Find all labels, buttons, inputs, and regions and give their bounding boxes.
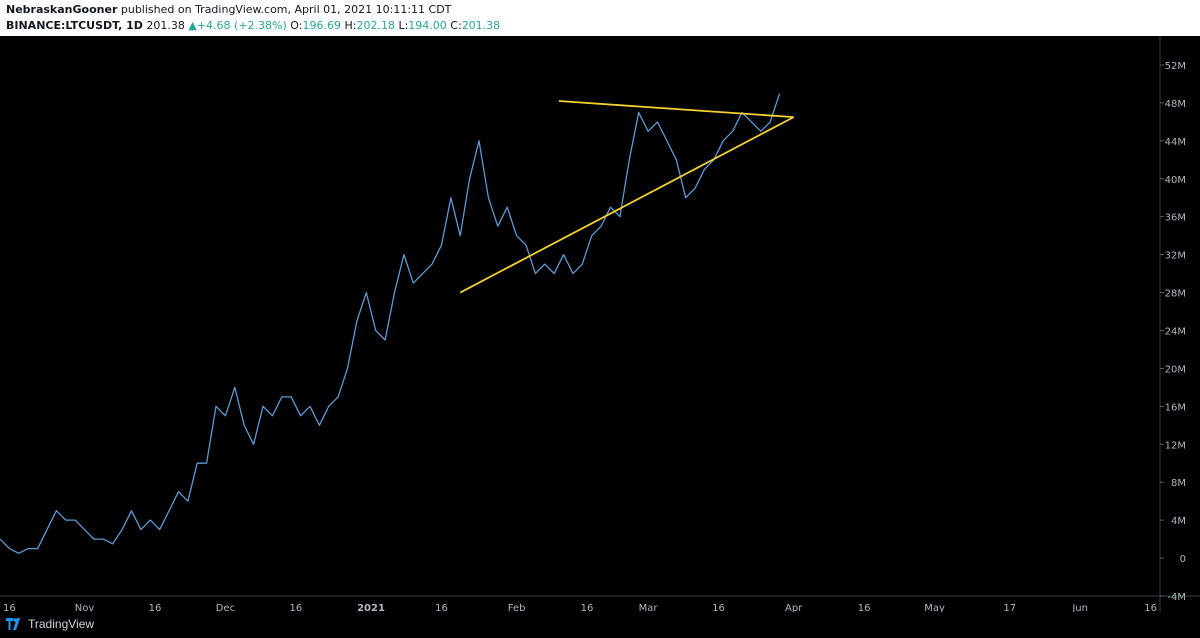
- last-price: 201.38: [146, 19, 185, 32]
- high-label: H:: [344, 19, 357, 32]
- x-tick-label: Jun: [1071, 603, 1088, 612]
- y-tick-label: 44M: [1165, 137, 1186, 148]
- low-label: L:: [398, 19, 409, 32]
- y-tick-label: 16M: [1165, 402, 1186, 413]
- y-tick-label: 48M: [1165, 99, 1186, 110]
- publish-info: NebraskanGooner published on TradingView…: [6, 3, 451, 16]
- y-tick-label: 40M: [1165, 175, 1186, 186]
- y-tick-label: 32M: [1165, 251, 1186, 262]
- close-label: C:: [450, 19, 462, 32]
- close-value: 201.38: [461, 19, 501, 32]
- trendline-1: [558, 100, 794, 119]
- trendline-0: [459, 116, 795, 294]
- y-tick-label: 28M: [1165, 289, 1186, 300]
- x-tick-label: 2021: [357, 603, 385, 612]
- y-tick-label: 8M: [1171, 478, 1186, 489]
- low-value: 194.00: [408, 19, 447, 32]
- change-up-icon: ▲: [188, 19, 197, 32]
- y-tick-label: 24M: [1165, 326, 1186, 337]
- price-change: +4.68 (+2.38%): [196, 19, 287, 32]
- x-tick-label: 16: [858, 603, 871, 612]
- published-text: published on TradingView.com, April 01, …: [120, 3, 452, 16]
- tradingview-logo-icon: [6, 618, 20, 630]
- x-tick-label: 16: [1144, 603, 1157, 612]
- brand-label: TradingView: [28, 617, 95, 631]
- x-tick-label: 16: [435, 603, 448, 612]
- x-tick-label: Dec: [216, 603, 235, 612]
- x-tick-label: May: [924, 603, 945, 612]
- x-tick-label: Nov: [75, 603, 95, 612]
- ohlc-legend: BINANCE:LTCUSDT, 1D 201.38 ▲+4.68 (+2.38…: [6, 19, 500, 32]
- high-value: 202.18: [356, 19, 395, 32]
- x-tick-label: Apr: [785, 603, 803, 612]
- x-tick-label: Mar: [639, 603, 659, 612]
- open-value: 196.69: [302, 19, 341, 32]
- y-tick-label: 20M: [1165, 364, 1186, 375]
- chart-footer: TradingView: [0, 612, 1200, 638]
- chart-header: NebraskanGooner published on TradingView…: [0, 0, 1200, 36]
- symbol-label[interactable]: BINANCE:LTCUSDT, 1D: [6, 19, 143, 32]
- y-tick-label: -4M: [1167, 592, 1186, 603]
- y-tick-label: 12M: [1165, 440, 1186, 451]
- author-name[interactable]: NebraskanGooner: [6, 3, 118, 16]
- x-tick-label: 16: [290, 603, 303, 612]
- x-tick-label: 16: [712, 603, 725, 612]
- y-tick-label: 4M: [1171, 516, 1186, 527]
- chart-area[interactable]: 52M 48M 44M 40M 36M 32M 28M 24M 20M 16M 12M 8M 4M 0 -4…: [0, 36, 1200, 614]
- y-tick-label: 0: [1180, 554, 1186, 565]
- x-tick-label: Feb: [508, 603, 526, 612]
- y-tick-label: 36M: [1165, 213, 1186, 224]
- y-tick-label: 52M: [1165, 61, 1186, 72]
- series-line-0: [0, 93, 781, 554]
- price-chart[interactable]: 52M 48M 44M 40M 36M 32M 28M 24M 20M 16M 12M 8M 4M 0 -4…: [0, 36, 1200, 614]
- x-tick-label: 16: [3, 603, 16, 612]
- open-label: O:: [290, 19, 303, 32]
- x-tick-label: 16: [581, 603, 594, 612]
- x-tick-label: 17: [1003, 603, 1016, 612]
- x-tick-label: 16: [149, 603, 162, 612]
